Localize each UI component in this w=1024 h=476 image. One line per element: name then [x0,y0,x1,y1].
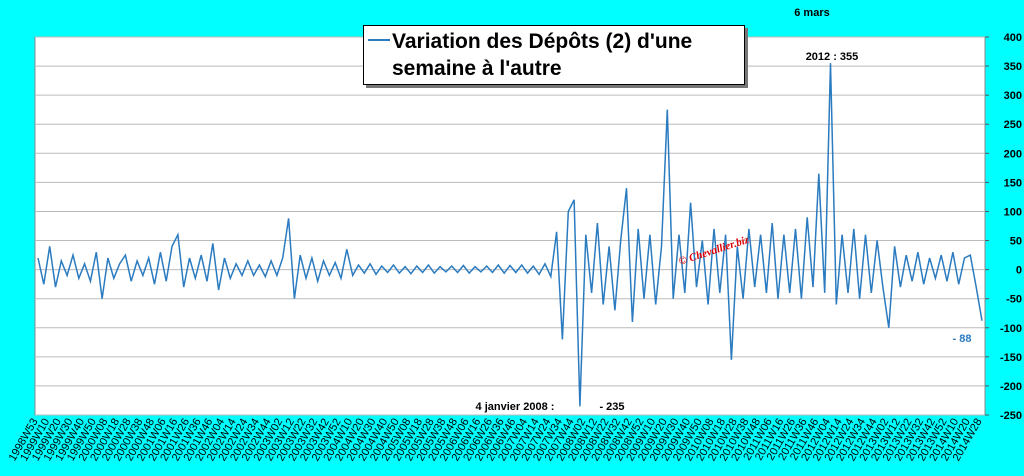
plot-area [34,36,986,416]
legend-label: Variation des Dépôts (2) d'une semaine à… [392,30,693,80]
y-tick-label: 100 [1004,206,1022,218]
y-tick-label: 150 [1004,177,1022,189]
y-tick-label: 50 [1010,236,1022,248]
y-tick-label: 0 [1016,265,1022,277]
y-tick-label: -200 [1000,381,1022,393]
annotation: 2012 : 355 [806,51,859,63]
legend-swatch [368,39,390,41]
y-tick-label: 250 [1004,119,1022,131]
y-tick-label: 200 [1004,148,1022,160]
annotation: - 88 [953,333,972,345]
y-tick-label: 400 [1004,32,1022,44]
annotation: - 235 [599,401,624,413]
y-tick-label: 350 [1004,61,1022,73]
series-line [37,63,983,407]
annotation: 4 janvier 2008 : [476,401,555,413]
y-tick-label: -150 [1000,352,1022,364]
y-tick-label: 300 [1004,90,1022,102]
annotation: 6 mars [794,7,829,19]
y-tick-label: -100 [1000,323,1022,335]
y-tick-label: -250 [1000,410,1022,422]
legend: Variation des Dépôts (2) d'une semaine à… [363,25,745,85]
y-tick-label: -50 [1006,294,1022,306]
